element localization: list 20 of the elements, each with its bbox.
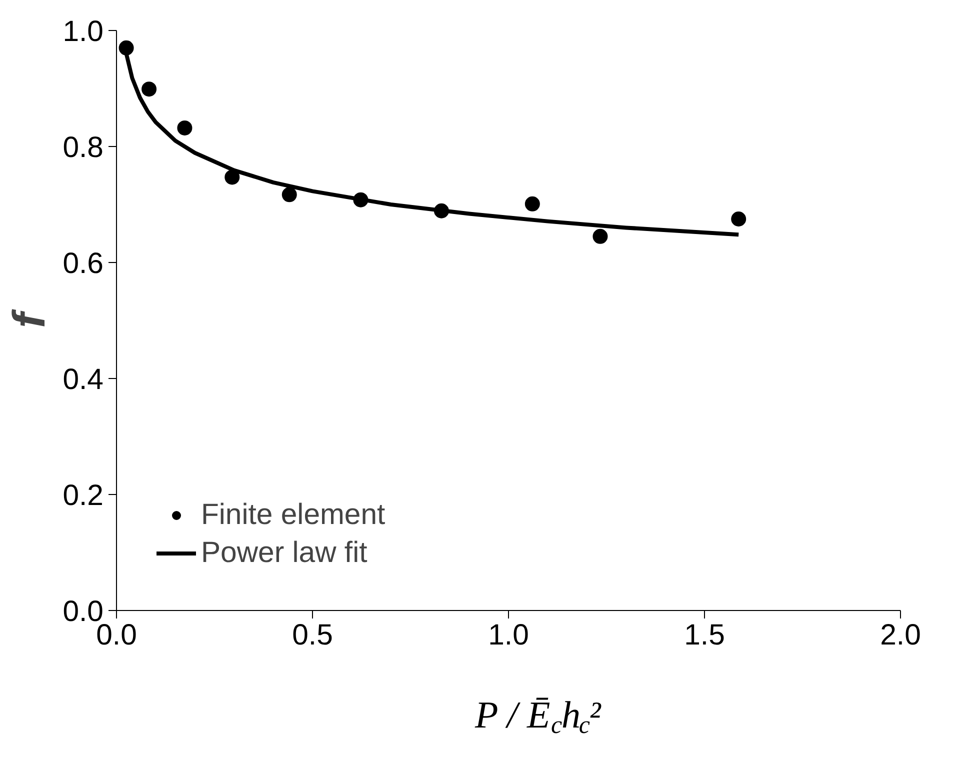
- point: [224, 170, 240, 185]
- x-tick-label: 1.0: [488, 618, 529, 652]
- x-tick-label: 0.5: [292, 618, 333, 652]
- x-tick-label: 1.5: [684, 618, 725, 652]
- point: [177, 120, 192, 136]
- y-axis-title: f: [4, 309, 55, 328]
- point: [142, 82, 157, 97]
- point: [731, 212, 746, 226]
- y-tick-label: 0.8: [62, 131, 104, 164]
- y-tick-label: 0.2: [62, 479, 104, 512]
- x-tick-label: 2.0: [880, 618, 921, 652]
- y-tick-label: 0.4: [62, 363, 104, 396]
- point: [592, 228, 608, 244]
- legend-label: Power law fit: [201, 536, 368, 570]
- legend-label: Finite element: [201, 498, 386, 532]
- y-tick-label: 1.0: [62, 15, 104, 48]
- y-tick-label: 0.6: [62, 247, 104, 280]
- point: [282, 187, 297, 202]
- point: [118, 40, 134, 56]
- point: [524, 196, 540, 212]
